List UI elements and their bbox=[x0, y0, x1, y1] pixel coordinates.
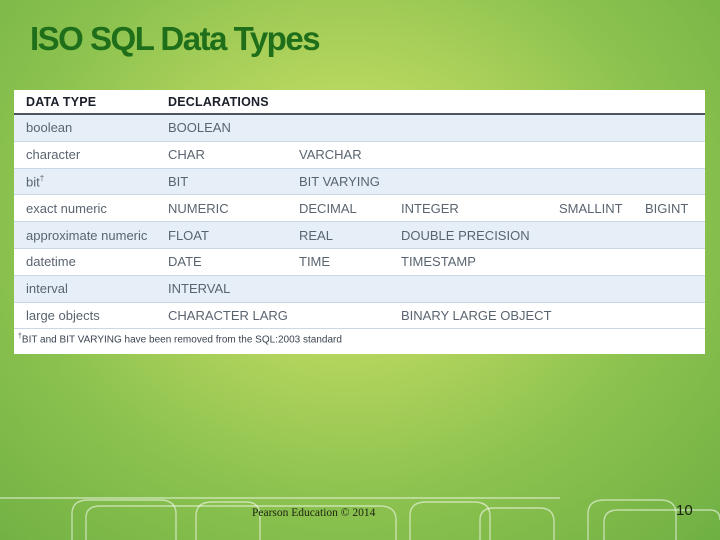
table-header-row: DATA TYPE DECLARATIONS bbox=[14, 90, 706, 115]
slide-title: ISO SQL Data Types bbox=[30, 20, 321, 57]
declaration-cell bbox=[389, 275, 555, 303]
data-type-label: exact numeric bbox=[26, 200, 107, 216]
table-row: approximate numeric FLOAT REAL DOUBLE PRECI… bbox=[14, 221, 706, 249]
data-type-label: bit bbox=[26, 174, 40, 190]
footer-copyright: Pearson Education © 2014 bbox=[252, 507, 376, 519]
data-type-cell: boolean bbox=[14, 114, 156, 142]
data-type-label: character bbox=[26, 147, 81, 163]
data-type-cell: interval bbox=[14, 275, 156, 303]
declaration-cell: INTEGER bbox=[389, 194, 555, 223]
declaration-cell: BOOLEAN bbox=[156, 114, 287, 142]
declaration-cell bbox=[637, 248, 706, 276]
declaration-cell: BIGINT bbox=[637, 194, 706, 223]
data-type-label: large objects bbox=[26, 307, 100, 323]
declaration-cell bbox=[555, 168, 637, 196]
declaration-cell bbox=[389, 168, 555, 196]
declaration-cell bbox=[389, 141, 555, 169]
footnote: †BIT and BIT VARYING have been removed f… bbox=[18, 333, 342, 345]
data-type-cell: approximate numeric bbox=[14, 221, 156, 249]
declaration-cell bbox=[555, 302, 637, 330]
bottom-decorative-frames bbox=[0, 497, 720, 540]
data-type-label: interval bbox=[26, 281, 68, 297]
footnote-text: BIT and BIT VARYING have been removed fr… bbox=[21, 334, 342, 346]
table-row: datetime DATE TIME TIMESTAMP bbox=[14, 248, 706, 276]
data-types-table: DATA TYPE DECLARATIONS boolean BOOLEAN cha… bbox=[14, 90, 706, 330]
declaration-cell bbox=[555, 275, 637, 303]
declaration-cell bbox=[287, 275, 389, 303]
declaration-cell: CHAR bbox=[156, 141, 287, 169]
data-type-cell: character bbox=[14, 141, 156, 169]
declaration-cell: CHARACTER LARGE OBJECT bbox=[156, 302, 287, 330]
declaration-cell bbox=[287, 114, 389, 142]
declaration-cell: VARCHAR bbox=[287, 141, 389, 169]
data-type-cell: datetime bbox=[14, 248, 156, 276]
data-type-label: boolean bbox=[26, 120, 73, 136]
declaration-cell: DATE bbox=[156, 248, 287, 276]
declaration-cell bbox=[637, 168, 706, 196]
declaration-cell: TIME bbox=[287, 248, 389, 276]
declaration-cell bbox=[389, 114, 555, 142]
declaration-cell: NUMERIC bbox=[156, 194, 287, 223]
declaration-cell: REAL bbox=[287, 221, 389, 249]
declaration-cell bbox=[637, 114, 706, 142]
declaration-cell: SMALLINT bbox=[555, 194, 637, 223]
declaration-cell: DECIMAL bbox=[287, 194, 389, 223]
declaration-cell bbox=[637, 275, 706, 303]
data-type-cell: exact numeric bbox=[14, 194, 156, 223]
declaration-cell bbox=[555, 141, 637, 169]
table-row: character CHAR VARCHAR bbox=[14, 141, 706, 169]
table-row: large objects CHARACTER LARGE OBJECT BINAR… bbox=[14, 302, 706, 330]
data-types-table-panel: DATA TYPE DECLARATIONS boolean BOOLEAN cha… bbox=[14, 90, 706, 354]
data-type-label: datetime bbox=[26, 254, 76, 270]
slide-page-number: 10 bbox=[676, 502, 693, 519]
declaration-cell bbox=[637, 141, 706, 169]
declaration-cell bbox=[555, 114, 637, 142]
table-row: boolean BOOLEAN bbox=[14, 114, 706, 142]
declaration-cell: INTERVAL bbox=[156, 275, 287, 303]
footnote-dagger: † bbox=[18, 333, 22, 340]
declaration-cell bbox=[637, 221, 706, 249]
declaration-cell: BINARY LARGE OBJECT bbox=[389, 302, 555, 330]
declaration-cell: DOUBLE PRECISION bbox=[389, 221, 555, 249]
data-type-cell: large objects bbox=[14, 302, 156, 330]
table-row: bit† BIT BIT VARYING bbox=[14, 168, 706, 196]
declaration-cell: BIT bbox=[156, 168, 287, 196]
data-type-cell: bit† bbox=[14, 168, 156, 196]
declaration-cell: BIT VARYING bbox=[287, 168, 389, 196]
footnote-marker: † bbox=[39, 173, 45, 183]
header-declarations: DECLARATIONS bbox=[156, 90, 706, 115]
table-row: exact numeric NUMERIC DECIMAL INTEGER SMALLI… bbox=[14, 194, 706, 223]
data-type-label: approximate numeric bbox=[26, 227, 148, 243]
declaration-cell bbox=[287, 302, 389, 330]
declaration-cell bbox=[637, 302, 706, 330]
declaration-cell: TIMESTAMP bbox=[389, 248, 555, 276]
table-row: interval INTERVAL bbox=[14, 275, 706, 303]
declaration-cell: FLOAT bbox=[156, 221, 287, 249]
header-data-type: DATA TYPE bbox=[14, 90, 156, 115]
table-body: boolean BOOLEAN character CHAR VARCHAR bit† BI… bbox=[14, 114, 706, 330]
declaration-cell bbox=[555, 221, 637, 249]
declaration-cell bbox=[555, 248, 637, 276]
